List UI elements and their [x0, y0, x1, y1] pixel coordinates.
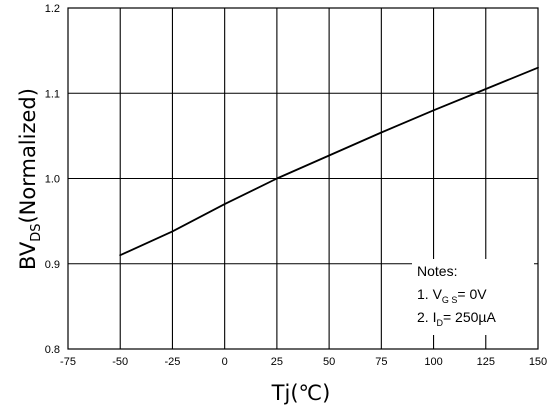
x-tick-label: 0: [222, 356, 228, 368]
note-vgs: 1. VG S= 0V: [417, 286, 487, 305]
y-axis-title-main: BV: [16, 241, 40, 270]
y-tick-label: 1.1: [45, 88, 60, 100]
grid-lines: [68, 8, 538, 349]
x-tick-label: 75: [375, 356, 387, 368]
note-id-prefix: 2. I: [417, 309, 436, 325]
plot-frame: [67, 7, 539, 350]
x-tick-label: 150: [529, 356, 547, 368]
x-tick-label: 100: [424, 356, 442, 368]
y-tick-labels: 0.8 0.9 1.0 1.1 1.2: [45, 3, 60, 356]
x-tick-label: -50: [112, 356, 128, 368]
y-axis-title: BVDS(Normalized): [16, 88, 44, 270]
x-tick-label: -25: [164, 356, 180, 368]
note-id: 2. ID= 250µA: [417, 309, 496, 328]
notes-heading: Notes:: [417, 263, 457, 279]
y-tick-label: 0.8: [45, 344, 60, 356]
y-axis-title-suffix: (Normalized): [16, 88, 40, 223]
x-tick-label: 125: [477, 356, 495, 368]
y-tick-label: 1.2: [45, 3, 60, 15]
y-axis-title-subscript: DS: [29, 224, 44, 242]
note-vgs-prefix: 1. V: [417, 286, 443, 302]
notes-background: [412, 259, 534, 335]
series-group: [119, 66, 539, 257]
y-tick-label: 1.0: [45, 174, 60, 186]
x-axis-title: Tj(℃): [271, 381, 331, 405]
note-id-suffix: = 250µA: [443, 309, 496, 325]
x-tick-label: 25: [271, 356, 283, 368]
x-tick-labels: -75 -50 -25 0 25 50 75 100 125 150: [60, 356, 547, 368]
series-line: [119, 66, 539, 257]
note-id-subscript: D: [436, 318, 443, 328]
notes-box: Notes: 1. VG S= 0V 2. ID= 250µA: [412, 259, 534, 335]
x-tick-label: 50: [323, 356, 335, 368]
x-tick-label: -75: [60, 356, 76, 368]
note-vgs-suffix: = 0V: [457, 286, 487, 302]
y-tick-label: 0.9: [45, 259, 60, 271]
note-vgs-subscript: G S: [442, 295, 458, 305]
